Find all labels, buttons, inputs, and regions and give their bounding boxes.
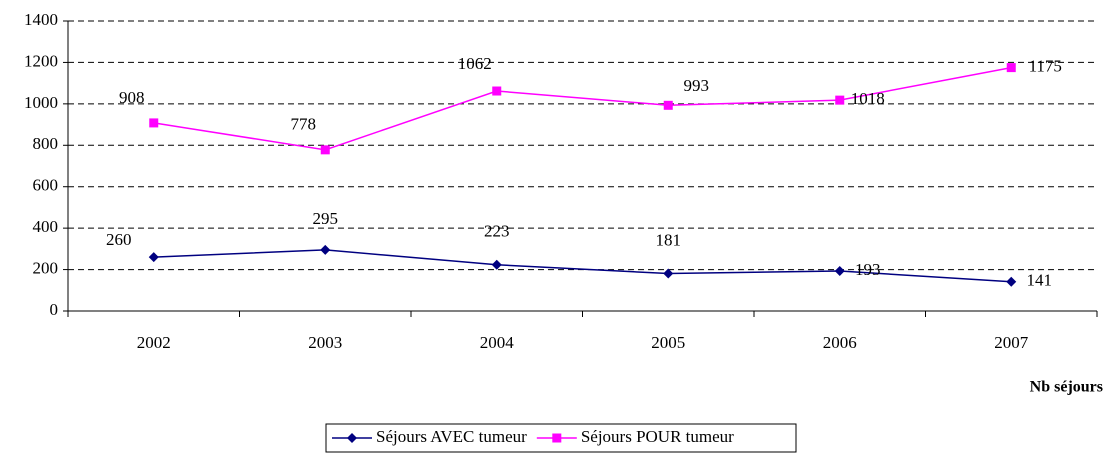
x-tick-label: 2003 <box>308 333 342 352</box>
marker <box>835 95 845 105</box>
x-tick-label: 2002 <box>137 333 171 352</box>
series-line <box>153 66 1012 151</box>
y-tick-label: 1400 <box>24 10 58 29</box>
marker <box>663 100 673 110</box>
y-tick-label: 800 <box>33 134 59 153</box>
data-label: 908 <box>119 88 145 107</box>
x-tick-label: 2007 <box>994 333 1029 352</box>
marker <box>663 268 674 279</box>
data-label: 778 <box>291 115 317 134</box>
data-label: 993 <box>684 76 710 95</box>
marker <box>320 244 331 255</box>
y-tick-label: 600 <box>33 176 59 195</box>
y-tick-label: 200 <box>33 258 59 277</box>
legend-label: Séjours AVEC tumeur <box>376 427 527 446</box>
y-tick-label: 1000 <box>24 93 58 112</box>
x-tick-label: 2005 <box>651 333 685 352</box>
marker <box>1006 276 1017 287</box>
y-tick-label: 1200 <box>24 51 58 70</box>
y-tick-label: 0 <box>50 300 59 319</box>
data-label: 1062 <box>458 54 492 73</box>
x-tick-label: 2006 <box>823 333 857 352</box>
data-label: 260 <box>106 230 132 249</box>
marker <box>491 259 502 270</box>
marker <box>347 433 357 443</box>
x-axis-label: Nb séjours <box>1030 379 1103 396</box>
marker <box>1006 63 1016 73</box>
data-label: 193 <box>855 260 881 279</box>
data-label: 1175 <box>1029 57 1062 76</box>
x-tick-label: 2004 <box>480 333 515 352</box>
marker <box>320 145 330 155</box>
marker <box>552 433 562 443</box>
marker <box>148 252 159 263</box>
y-tick-label: 400 <box>33 217 59 236</box>
data-label: 141 <box>1027 271 1053 290</box>
data-label: 181 <box>656 230 682 249</box>
series-line <box>153 249 1012 283</box>
marker <box>149 118 159 128</box>
marker <box>834 266 845 277</box>
legend-label: Séjours POUR tumeur <box>581 427 734 446</box>
data-label: 1018 <box>851 89 885 108</box>
marker <box>492 86 502 96</box>
data-label: 295 <box>313 209 339 228</box>
data-label: 223 <box>484 222 510 241</box>
